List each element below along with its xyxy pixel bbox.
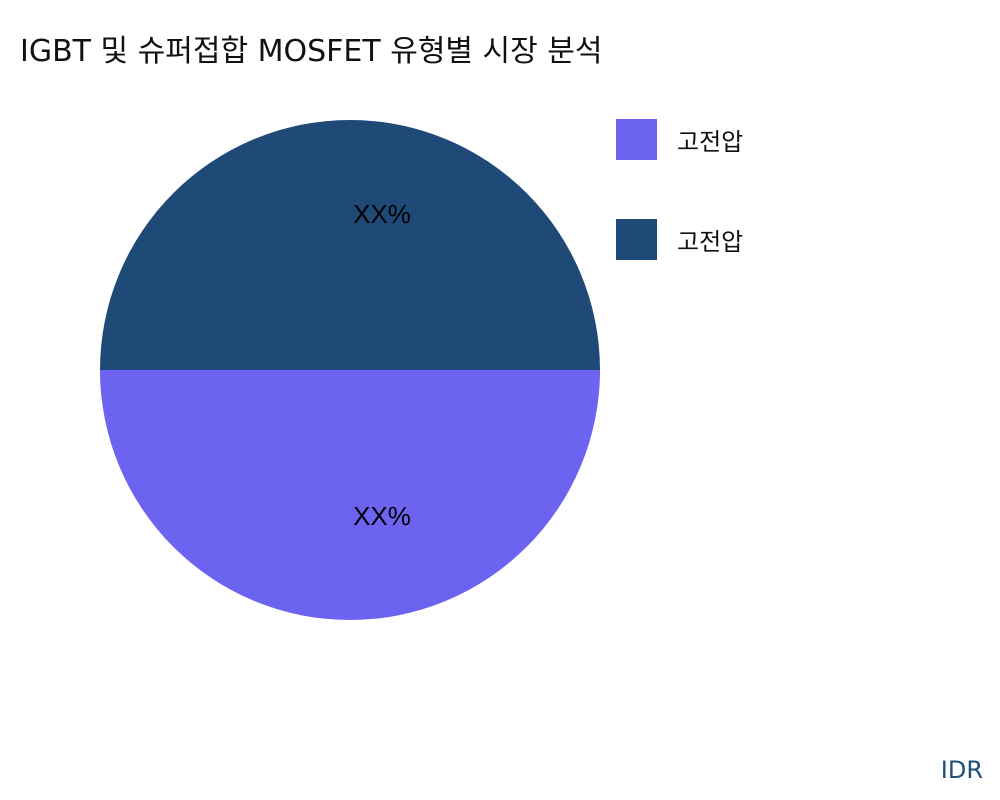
legend-swatch [616, 119, 657, 160]
pie-slice [100, 120, 600, 370]
slice-data-label: XX% [353, 199, 411, 229]
pie-slice [100, 370, 600, 620]
chart-title: IGBT 및 슈퍼접합 MOSFET 유형별 시장 분석 [20, 34, 603, 69]
legend-item: 고전압 [616, 119, 743, 160]
legend-label: 고전압 [677, 228, 744, 256]
legend-swatch [616, 219, 657, 260]
slice-data-label: XX% [353, 501, 411, 531]
legend-label: 고전압 [677, 128, 744, 156]
legend-item: 고전압 [616, 219, 743, 260]
watermark-logo: IDR [940, 756, 983, 784]
